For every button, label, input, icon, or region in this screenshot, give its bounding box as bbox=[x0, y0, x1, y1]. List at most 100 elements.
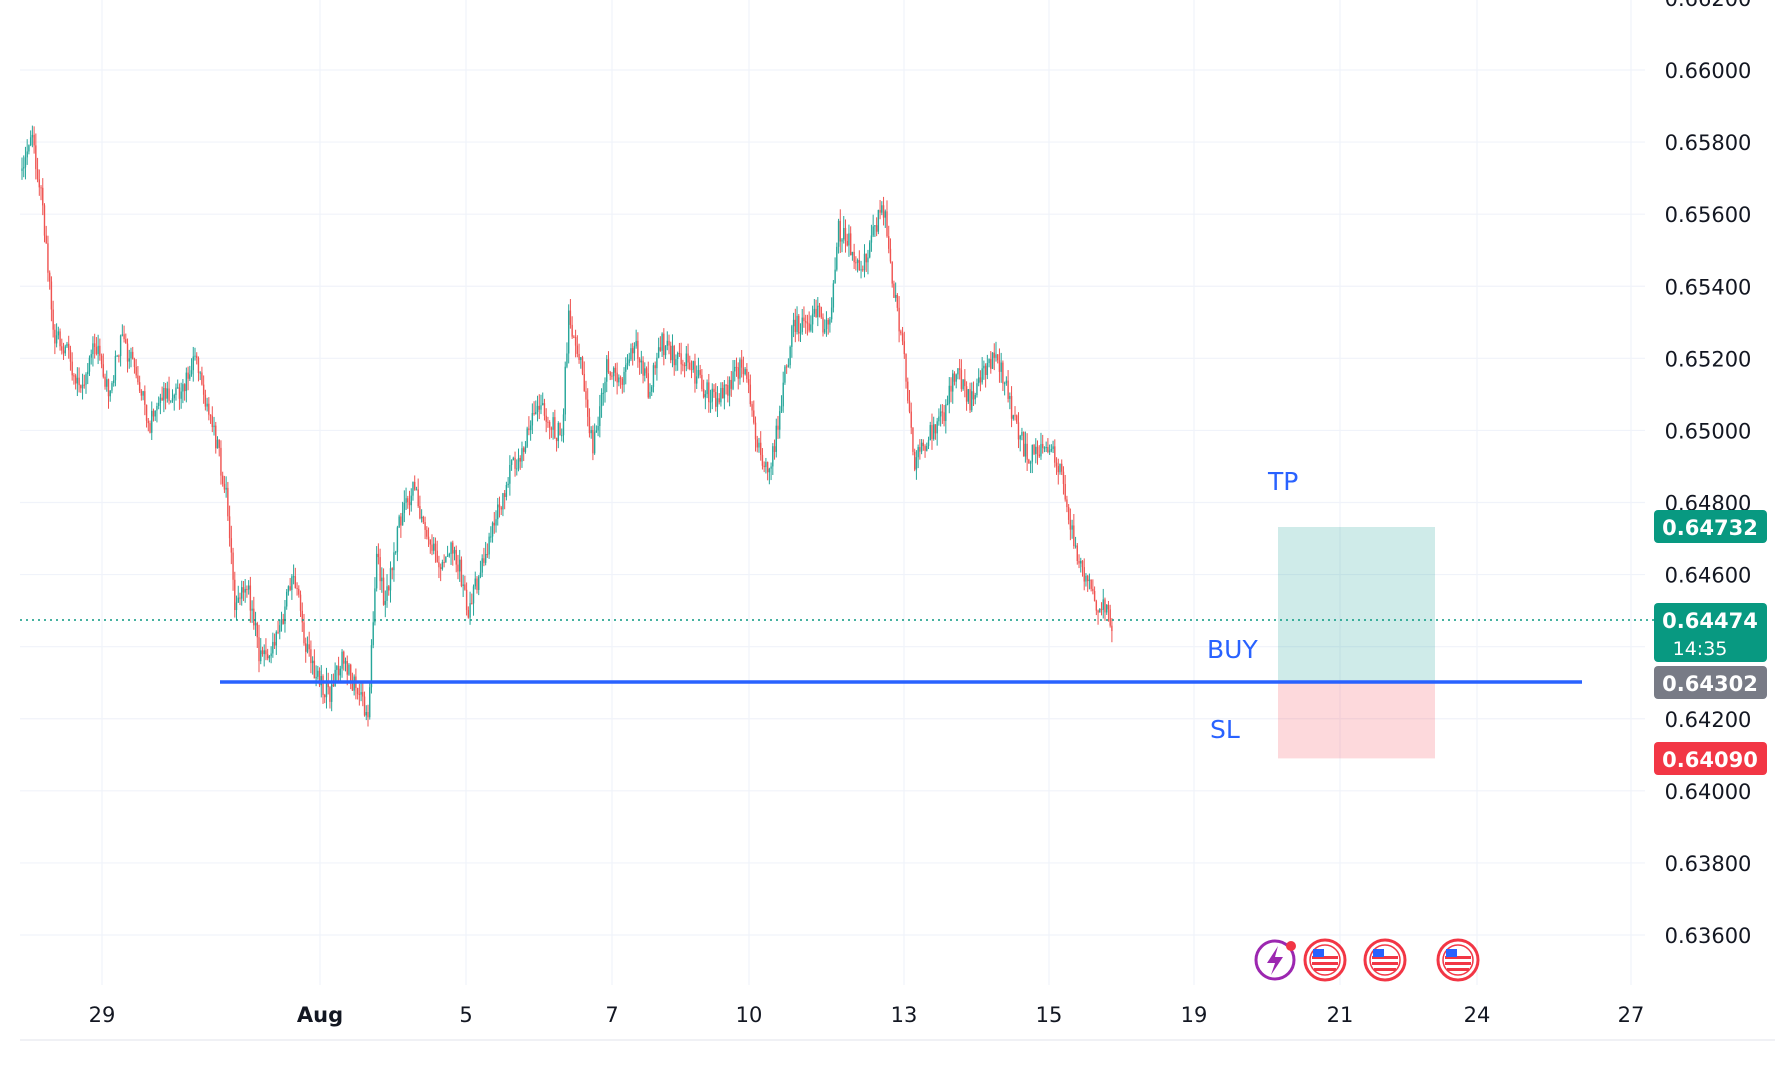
candle bbox=[535, 400, 537, 415]
candle bbox=[178, 383, 181, 410]
candle bbox=[163, 382, 165, 413]
candle bbox=[761, 448, 764, 470]
candle bbox=[1016, 414, 1018, 424]
us-flag-icon[interactable] bbox=[1363, 938, 1407, 982]
candle bbox=[943, 404, 945, 427]
economic-events[interactable] bbox=[1254, 938, 1480, 982]
candle bbox=[739, 357, 741, 385]
current-price-badge bbox=[1654, 603, 1767, 662]
candle bbox=[471, 593, 473, 605]
candle bbox=[604, 377, 606, 403]
candle bbox=[64, 344, 66, 357]
grid-lines bbox=[20, 0, 1775, 1041]
current-price-badge-text: 0.64474 bbox=[1662, 609, 1758, 633]
candle bbox=[448, 552, 451, 558]
candle bbox=[682, 359, 684, 372]
candle bbox=[884, 209, 886, 228]
candle bbox=[436, 540, 438, 563]
candle bbox=[1090, 579, 1092, 592]
candle bbox=[946, 395, 949, 406]
candle bbox=[751, 401, 753, 417]
candle bbox=[908, 389, 911, 414]
candle bbox=[561, 428, 563, 442]
candle bbox=[713, 384, 715, 398]
candle bbox=[253, 596, 255, 630]
candle bbox=[211, 406, 213, 433]
candle bbox=[363, 691, 366, 717]
candle bbox=[171, 389, 174, 403]
candle bbox=[285, 589, 288, 610]
candle bbox=[52, 300, 54, 338]
candle bbox=[244, 579, 246, 603]
candle bbox=[559, 422, 561, 436]
candle bbox=[637, 332, 639, 368]
take-profit-zone[interactable] bbox=[1278, 527, 1435, 682]
candle bbox=[901, 326, 904, 346]
candle bbox=[888, 225, 890, 254]
candle bbox=[429, 539, 431, 554]
lightning-icon[interactable] bbox=[1254, 939, 1296, 981]
candle bbox=[330, 674, 333, 712]
candle bbox=[106, 370, 108, 392]
us-flag-icon[interactable] bbox=[1436, 938, 1480, 982]
candle bbox=[825, 311, 828, 337]
candle bbox=[829, 316, 831, 333]
candle bbox=[927, 436, 930, 450]
candle bbox=[92, 336, 94, 367]
candle bbox=[26, 139, 28, 165]
candle bbox=[420, 509, 423, 523]
candle bbox=[310, 640, 312, 674]
candle bbox=[1064, 474, 1066, 502]
candle bbox=[1059, 463, 1061, 475]
candle bbox=[152, 408, 155, 422]
candle bbox=[1028, 458, 1030, 464]
candle bbox=[573, 335, 575, 339]
candle bbox=[204, 389, 207, 411]
candle bbox=[189, 365, 191, 381]
y-tick-label: 0.66200 bbox=[1665, 0, 1752, 11]
candle bbox=[651, 385, 653, 396]
us-flag-icon[interactable] bbox=[1303, 938, 1347, 982]
candle bbox=[377, 543, 380, 565]
candle bbox=[1057, 458, 1059, 485]
candle bbox=[571, 316, 573, 339]
candle bbox=[483, 547, 485, 567]
position-zones[interactable] bbox=[1278, 527, 1435, 759]
candle bbox=[941, 404, 944, 424]
candle bbox=[23, 155, 25, 178]
candle bbox=[815, 299, 817, 318]
entry-line-layer[interactable] bbox=[20, 619, 1654, 684]
candle bbox=[277, 620, 279, 635]
candle bbox=[818, 302, 821, 318]
candle bbox=[372, 611, 374, 649]
candle bbox=[817, 297, 819, 327]
candle bbox=[564, 361, 566, 422]
candle bbox=[875, 217, 878, 237]
candle bbox=[474, 571, 476, 590]
candle bbox=[618, 374, 620, 387]
candle bbox=[747, 371, 750, 394]
candle bbox=[166, 381, 169, 403]
candle bbox=[446, 545, 449, 557]
candle bbox=[516, 459, 518, 476]
candle bbox=[990, 351, 992, 374]
candle bbox=[398, 514, 400, 529]
candle bbox=[31, 125, 34, 148]
candle bbox=[258, 624, 260, 673]
x-axis[interactable]: 29 Aug 5 7 10 13 15 19 21 24 27 bbox=[89, 1003, 1645, 1027]
candle bbox=[118, 354, 120, 363]
candle bbox=[981, 357, 983, 385]
candle bbox=[839, 209, 841, 254]
candle bbox=[225, 476, 227, 498]
candle bbox=[457, 554, 459, 580]
candle bbox=[640, 350, 643, 374]
candle bbox=[343, 650, 345, 671]
stop-loss-zone[interactable] bbox=[1278, 681, 1435, 759]
candle bbox=[517, 448, 520, 472]
candle bbox=[668, 334, 670, 355]
candle bbox=[507, 477, 509, 488]
candle bbox=[426, 526, 428, 540]
